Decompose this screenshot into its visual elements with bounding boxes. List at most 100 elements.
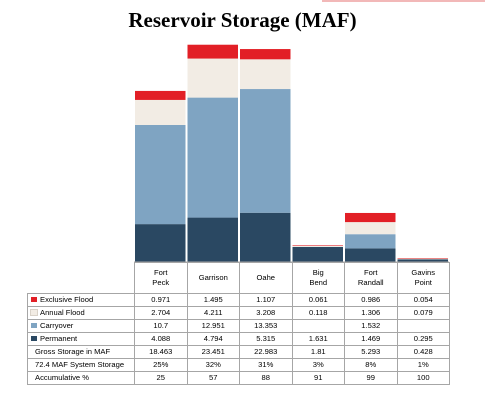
legend-label: Annual Flood xyxy=(40,308,85,317)
data-value: 1.631 xyxy=(291,332,345,346)
data-value: 23.451 xyxy=(186,345,240,359)
bar-segment-annual-flood-4 xyxy=(345,222,396,235)
bar-segment-annual-flood-1 xyxy=(187,58,238,98)
data-value xyxy=(396,319,450,333)
table-row: Permanent 4.088 4.794 5.315 1.631 1.469 0.295 xyxy=(27,332,450,346)
table-header-row: Fort Peck Garrison Oahe Big Bend Fort Randall Ga… xyxy=(27,262,450,294)
bar-segment-permanent-5 xyxy=(397,259,448,262)
category-label-line: Fort xyxy=(153,268,168,277)
row-label: Exclusive Flood xyxy=(27,293,135,307)
data-value: 5.293 xyxy=(344,345,398,359)
bar-segment-exclusive-flood-2 xyxy=(240,49,291,60)
data-value: 91 xyxy=(291,371,345,385)
data-value: 99 xyxy=(344,371,398,385)
legend-swatch xyxy=(31,323,37,328)
table-row: Carryover 10.7 12.951 13.353 1.532 xyxy=(27,319,450,333)
data-value: 13.353 xyxy=(239,319,293,333)
category-label: Fort Randall xyxy=(344,262,398,294)
category-label-line: Gavins xyxy=(411,268,436,277)
corner-accent-line xyxy=(322,0,485,2)
bar-segment-annual-flood-5 xyxy=(397,258,448,260)
data-value: 22.983 xyxy=(239,345,293,359)
data-value: 0.428 xyxy=(396,345,450,359)
data-value: 1.107 xyxy=(239,293,293,307)
data-value: 0.061 xyxy=(291,293,345,307)
data-value: 0.118 xyxy=(291,306,345,320)
category-label-line: Garrison xyxy=(198,273,228,282)
data-value: 18.463 xyxy=(134,345,188,359)
data-value: 0.986 xyxy=(344,293,398,307)
data-value: 1.81 xyxy=(291,345,345,359)
bar-segment-carryover-0 xyxy=(135,124,186,225)
category-label-line: Point xyxy=(414,278,432,287)
table-header-blank xyxy=(27,262,135,294)
bar-segment-exclusive-flood-0 xyxy=(135,90,186,100)
row-label: Annual Flood xyxy=(27,306,135,320)
data-value: 8% xyxy=(344,358,398,372)
data-value: 0.971 xyxy=(134,293,188,307)
category-label: Gavins Point xyxy=(396,262,450,294)
data-value: 100 xyxy=(396,371,450,385)
legend-swatch xyxy=(30,309,38,316)
bar-segment-exclusive-flood-5 xyxy=(397,258,448,259)
table-row: Gross Storage in MAF 18.463 23.451 22.983 1.… xyxy=(27,345,450,359)
data-value: 31% xyxy=(239,358,293,372)
bar-segment-exclusive-flood-3 xyxy=(292,245,343,246)
category-label-line: Bend xyxy=(309,278,328,287)
bar-segment-carryover-2 xyxy=(240,89,291,213)
data-value: 4.794 xyxy=(186,332,240,346)
data-value: 0.054 xyxy=(396,293,450,307)
legend-label: Carryover xyxy=(40,321,74,330)
data-value: 2.704 xyxy=(134,306,188,320)
bar-segment-exclusive-flood-1 xyxy=(187,44,238,59)
data-value: 5.315 xyxy=(239,332,293,346)
bar-segment-permanent-4 xyxy=(345,248,396,262)
category-label: Fort Peck xyxy=(134,262,188,294)
bar-segment-permanent-2 xyxy=(240,212,291,262)
bar-segment-carryover-1 xyxy=(187,97,238,218)
data-value: 0.079 xyxy=(396,306,450,320)
data-value: 32% xyxy=(186,358,240,372)
category-label: Big Bend xyxy=(291,262,345,294)
bar-segment-exclusive-flood-4 xyxy=(345,212,396,223)
table-row: Accumulative % 25 57 88 91 99 100 xyxy=(27,371,450,385)
data-table: Fort Peck Garrison Oahe Big Bend Fort Randall Ga… xyxy=(27,262,450,385)
row-label: Accumulative % xyxy=(27,371,135,385)
data-value: 1.495 xyxy=(186,293,240,307)
legend-label: Permanent xyxy=(40,334,78,343)
category-label-line: Big xyxy=(312,268,324,277)
data-value: 3.208 xyxy=(239,306,293,320)
bar-segment-annual-flood-3 xyxy=(292,245,343,247)
data-value xyxy=(291,319,345,333)
row-label: 72.4 MAF System Storage xyxy=(27,358,135,372)
legend-label: Exclusive Flood xyxy=(40,295,94,304)
data-value: 4.211 xyxy=(186,306,240,320)
bar-segment-carryover-4 xyxy=(345,234,396,249)
legend-label: Gross Storage in MAF xyxy=(35,347,111,356)
data-value: 10.7 xyxy=(134,319,188,333)
bar-segment-permanent-3 xyxy=(292,246,343,262)
table-row: 72.4 MAF System Storage 25% 32% 31% 3% 8% 1% xyxy=(27,358,450,372)
category-label-line: Fort xyxy=(363,268,378,277)
data-value: 1.469 xyxy=(344,332,398,346)
bar-segment-permanent-1 xyxy=(187,217,238,262)
legend-swatch xyxy=(31,336,37,341)
bar-group xyxy=(135,44,448,262)
data-value: 0.295 xyxy=(396,332,450,346)
row-label: Carryover xyxy=(27,319,135,333)
legend-swatch xyxy=(31,297,37,302)
bar-segment-annual-flood-2 xyxy=(240,59,291,90)
data-value: 25% xyxy=(134,358,188,372)
data-value: 12.951 xyxy=(186,319,240,333)
data-value: 25 xyxy=(134,371,188,385)
row-label: Gross Storage in MAF xyxy=(27,345,135,359)
table-row: Exclusive Flood 0.971 1.495 1.107 0.061 0.986… xyxy=(27,293,450,307)
data-value: 1.532 xyxy=(344,319,398,333)
data-value: 4.088 xyxy=(134,332,188,346)
data-value: 1.306 xyxy=(344,306,398,320)
data-value: 88 xyxy=(239,371,293,385)
category-label: Garrison xyxy=(186,262,240,294)
table-row: Annual Flood 2.704 4.211 3.208 0.118 1.306 0.0… xyxy=(27,306,450,320)
category-label-line: Randall xyxy=(357,278,384,287)
